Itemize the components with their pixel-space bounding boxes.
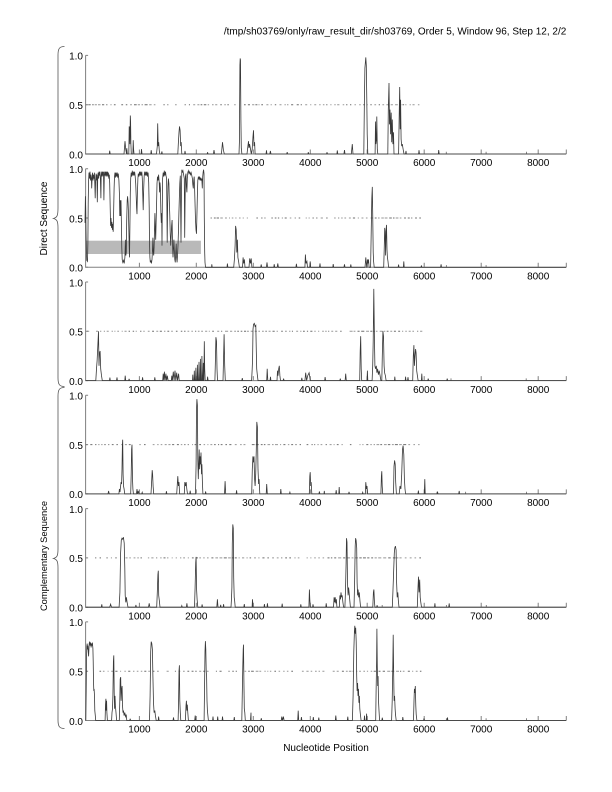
svg-text:6000: 6000: [413, 498, 436, 509]
svg-text:6000: 6000: [413, 725, 436, 736]
svg-text:1000: 1000: [128, 611, 151, 622]
svg-text:2000: 2000: [185, 725, 208, 736]
svg-text:2000: 2000: [185, 611, 208, 622]
svg-text:3000: 3000: [242, 725, 265, 736]
svg-text:4000: 4000: [299, 272, 322, 283]
svg-text:3000: 3000: [242, 272, 265, 283]
svg-text:0.0: 0.0: [69, 604, 83, 615]
svg-text:0.5: 0.5: [69, 101, 83, 112]
svg-text:3000: 3000: [242, 611, 265, 622]
svg-text:3000: 3000: [242, 158, 265, 169]
svg-text:1000: 1000: [128, 385, 151, 396]
svg-text:5000: 5000: [356, 385, 379, 396]
svg-text:7000: 7000: [470, 385, 493, 396]
svg-text:1.0: 1.0: [69, 392, 83, 403]
svg-text:2000: 2000: [185, 498, 208, 509]
svg-text:1000: 1000: [128, 158, 151, 169]
svg-text:1000: 1000: [128, 272, 151, 283]
svg-text:0.5: 0.5: [69, 328, 83, 339]
svg-text:0.0: 0.0: [69, 490, 83, 501]
svg-text:7000: 7000: [470, 611, 493, 622]
svg-text:0.0: 0.0: [69, 150, 83, 161]
svg-text:6000: 6000: [413, 158, 436, 169]
svg-text:7000: 7000: [470, 498, 493, 509]
svg-text:5000: 5000: [356, 272, 379, 283]
svg-text:4000: 4000: [299, 498, 322, 509]
svg-text:1.0: 1.0: [69, 52, 83, 63]
svg-text:4000: 4000: [299, 611, 322, 622]
svg-text:0.0: 0.0: [69, 264, 83, 275]
svg-text:1.0: 1.0: [69, 618, 83, 629]
svg-text:6000: 6000: [413, 272, 436, 283]
svg-text:5000: 5000: [356, 725, 379, 736]
svg-text:5000: 5000: [356, 158, 379, 169]
svg-text:4000: 4000: [299, 158, 322, 169]
svg-text:2000: 2000: [185, 272, 208, 283]
svg-text:0.5: 0.5: [69, 441, 83, 452]
svg-text:7000: 7000: [470, 158, 493, 169]
svg-text:2000: 2000: [185, 385, 208, 396]
svg-text:1000: 1000: [128, 725, 151, 736]
svg-text:8000: 8000: [527, 385, 550, 396]
svg-text:4000: 4000: [299, 385, 322, 396]
svg-text:7000: 7000: [470, 725, 493, 736]
svg-text:1.0: 1.0: [69, 165, 83, 176]
svg-text:8000: 8000: [527, 498, 550, 509]
svg-text:8000: 8000: [527, 725, 550, 736]
svg-text:1.0: 1.0: [69, 505, 83, 516]
svg-text:8000: 8000: [527, 272, 550, 283]
svg-text:6000: 6000: [413, 611, 436, 622]
svg-text:0.5: 0.5: [69, 668, 83, 679]
svg-text:8000: 8000: [527, 158, 550, 169]
svg-text:0.0: 0.0: [69, 377, 83, 388]
svg-text:Complementary Sequence: Complementary Sequence: [39, 501, 49, 611]
svg-text:Direct Sequence: Direct Sequence: [39, 181, 50, 255]
svg-text:Nucleotide Position: Nucleotide Position: [283, 743, 369, 754]
svg-text:1.0: 1.0: [69, 278, 83, 289]
svg-text:3000: 3000: [242, 385, 265, 396]
svg-text:5000: 5000: [356, 611, 379, 622]
svg-text:3000: 3000: [242, 498, 265, 509]
svg-text:0.0: 0.0: [69, 717, 83, 728]
svg-text:7000: 7000: [470, 272, 493, 283]
svg-text:5000: 5000: [356, 498, 379, 509]
svg-text:1000: 1000: [128, 498, 151, 509]
svg-text:/tmp/sh03769/only/raw_result_d: /tmp/sh03769/only/raw_result_dir/sh03769…: [224, 27, 567, 38]
svg-text:0.5: 0.5: [69, 554, 83, 565]
svg-text:0.5: 0.5: [69, 214, 83, 225]
svg-text:4000: 4000: [299, 725, 322, 736]
svg-text:2000: 2000: [185, 158, 208, 169]
svg-text:6000: 6000: [413, 385, 436, 396]
svg-text:8000: 8000: [527, 611, 550, 622]
